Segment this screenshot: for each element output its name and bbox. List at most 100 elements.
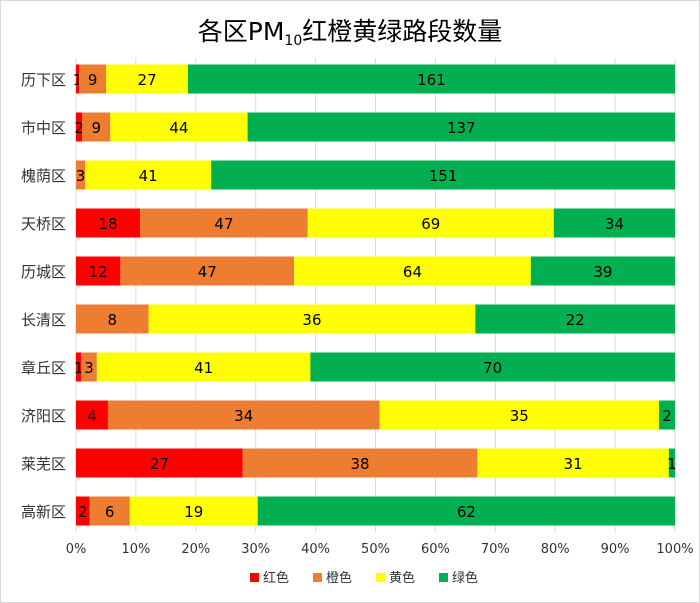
bar-segment	[140, 208, 308, 238]
bar-segment	[294, 256, 531, 286]
data-label: 9	[92, 119, 102, 137]
bar-segment	[76, 256, 121, 286]
legend-swatch	[439, 573, 448, 582]
bar-segment	[89, 496, 130, 526]
data-label: 36	[302, 311, 321, 329]
bar-segment	[81, 352, 97, 382]
bar-segment	[530, 256, 675, 286]
data-label: 70	[483, 359, 502, 377]
bar-segment	[148, 304, 476, 334]
y-category-label: 历下区	[21, 71, 66, 89]
data-label: 2	[662, 407, 672, 425]
data-label: 27	[138, 71, 157, 89]
y-category-label: 济阳区	[21, 407, 66, 425]
x-tick-label: 40%	[301, 542, 330, 557]
data-label: 2	[74, 119, 84, 137]
bar-segment	[110, 112, 248, 142]
data-label: 41	[194, 359, 213, 377]
bar-segment	[96, 352, 311, 382]
bar-segment	[379, 400, 660, 430]
bar-segment	[310, 352, 675, 382]
y-category-label: 历城区	[21, 263, 66, 281]
data-label: 12	[89, 263, 108, 281]
x-tick-label: 20%	[181, 542, 210, 557]
bar-segment	[76, 496, 90, 526]
x-tick-label: 70%	[481, 542, 510, 557]
data-label: 9	[88, 71, 98, 89]
data-label: 44	[169, 119, 188, 137]
x-tick-label: 100%	[656, 542, 693, 557]
y-category-label: 章丘区	[21, 359, 66, 377]
bar-segment	[76, 64, 80, 94]
bar-segment	[76, 160, 86, 190]
legend-label: 红色	[263, 570, 289, 586]
bar-segment	[247, 112, 675, 142]
data-label: 27	[150, 455, 169, 473]
y-category-label: 市中区	[21, 119, 66, 137]
x-tick-label: 90%	[601, 542, 630, 557]
bar-segment	[76, 208, 141, 238]
data-label: 41	[139, 167, 158, 185]
data-label: 62	[457, 503, 476, 521]
data-label: 4	[87, 407, 97, 425]
title-subscript: 10	[284, 33, 302, 49]
data-label: 1	[74, 359, 84, 377]
bar-segment	[79, 64, 107, 94]
data-label: 151	[429, 167, 458, 185]
bar-segment	[307, 208, 554, 238]
data-label: 39	[593, 263, 612, 281]
data-label: 137	[447, 119, 476, 137]
bar-segment	[129, 496, 258, 526]
data-label: 3	[84, 359, 94, 377]
data-label: 47	[198, 263, 217, 281]
x-tick-label: 0%	[66, 542, 87, 557]
bar-segment	[76, 304, 149, 334]
data-label: 2	[78, 503, 88, 521]
bar-segment	[477, 448, 669, 478]
bar-segment	[76, 448, 243, 478]
title-suffix: 红橙黄绿路段数量	[302, 17, 502, 46]
data-label: 34	[605, 215, 624, 233]
data-label: 19	[184, 503, 203, 521]
data-label: 47	[214, 215, 233, 233]
data-label: 1	[73, 71, 83, 89]
x-tick-label: 30%	[241, 542, 270, 557]
data-label: 38	[351, 455, 370, 473]
data-label: 69	[421, 215, 440, 233]
y-category-label: 长清区	[21, 311, 66, 329]
legend-swatch	[376, 573, 385, 582]
y-category-label: 槐荫区	[21, 167, 66, 185]
bar-segment	[76, 352, 82, 382]
bar-segment	[107, 400, 380, 430]
data-label: 22	[566, 311, 585, 329]
bar-segment	[82, 112, 111, 142]
bar-segment	[242, 448, 478, 478]
bar-segment	[76, 112, 83, 142]
x-tick-label: 50%	[361, 542, 390, 557]
bar-segment	[257, 496, 675, 526]
legend-swatch	[250, 573, 259, 582]
data-label: 3	[76, 167, 86, 185]
legend-label: 黄色	[389, 570, 415, 586]
y-category-label: 莱芜区	[21, 455, 66, 473]
bar-segment	[85, 160, 212, 190]
data-label: 31	[564, 455, 583, 473]
data-label: 34	[234, 407, 253, 425]
data-label: 1	[667, 455, 677, 473]
chart-title: 各区PM10红橙黄绿路段数量	[198, 17, 503, 49]
x-tick-label: 60%	[421, 542, 450, 557]
data-label: 161	[417, 71, 446, 89]
data-label: 35	[510, 407, 529, 425]
bar-segment	[553, 208, 675, 238]
data-label: 6	[105, 503, 115, 521]
bar-segment	[475, 304, 675, 334]
y-category-label: 天桥区	[21, 215, 66, 233]
bar-segment	[211, 160, 675, 190]
bar-segment	[106, 64, 188, 94]
bar-segment	[659, 400, 675, 430]
data-label: 64	[403, 263, 422, 281]
bar-segment	[76, 400, 108, 430]
legend-label: 橙色	[326, 570, 352, 586]
bar-segment	[187, 64, 676, 94]
